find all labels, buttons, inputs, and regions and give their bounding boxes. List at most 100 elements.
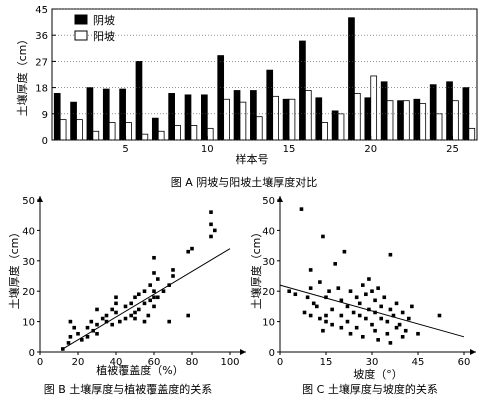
x-tick-label: 0 [277, 357, 283, 368]
bar-shade [168, 93, 175, 141]
bar-shade [184, 94, 192, 141]
scatter-point [85, 335, 90, 339]
x-axis-arrow [240, 349, 246, 355]
scatter-point [114, 295, 118, 300]
scatter-point [171, 268, 175, 272]
scatter-point [80, 338, 84, 342]
bar-sunny [321, 122, 328, 141]
y-tick-label: 10 [262, 318, 275, 329]
scatter-point [76, 331, 80, 336]
chart-a-yticks: 0 9 18 27 36 45 [35, 5, 477, 147]
scatter-point [376, 338, 380, 342]
scatter-point [148, 298, 152, 303]
bar-sunny [206, 127, 214, 141]
scatter-point [129, 301, 133, 306]
scatter-point [333, 262, 337, 266]
scatter-point [68, 335, 73, 339]
scatter-point [133, 316, 137, 321]
scatter-point [311, 301, 316, 306]
scatter-point [385, 319, 390, 324]
scatter-point [299, 207, 304, 211]
scatter-point [152, 271, 156, 275]
y-tick-label: 40 [22, 226, 35, 237]
x-tick-label: 45 [412, 357, 425, 368]
scatter-point [72, 325, 76, 330]
bar-sunny [370, 75, 378, 141]
scatter-point [324, 319, 328, 324]
scatter-point [318, 316, 322, 321]
scatter-point [324, 295, 328, 300]
legend-swatch-shade [74, 14, 88, 25]
scatter-point [129, 313, 133, 318]
scatter-point [330, 307, 334, 312]
chart-b-ylabel: 土壤厚度（cm） [7, 227, 21, 310]
scatter-point [61, 347, 65, 351]
scatter-point [68, 319, 73, 324]
scatter-point [403, 328, 408, 333]
scatter-point [95, 331, 99, 336]
bar-sunny [337, 113, 345, 141]
x-tick-label: 25 [446, 144, 459, 155]
scatter-point [186, 249, 190, 254]
y-tick-label: 40 [262, 226, 275, 237]
bar-shade [446, 81, 453, 141]
chart-b-caption: 图 B 土壤厚度与植被覆盖度的关系 [44, 382, 213, 396]
bar-shade [135, 61, 143, 141]
bar-sunny [157, 130, 165, 141]
x-tick-label: 15 [320, 357, 333, 368]
scatter-point [171, 274, 175, 278]
x-tick-label: 10 [201, 144, 214, 155]
scatter-point [361, 335, 365, 339]
scatter-point [388, 307, 393, 312]
bar-shade [200, 94, 208, 141]
scatter-point [351, 310, 356, 315]
bar-sunny [353, 93, 361, 141]
scatter-point [142, 301, 147, 306]
y-tick-label: 30 [262, 257, 275, 268]
bar-shade [299, 40, 306, 141]
x-tick-label: 20 [364, 144, 377, 155]
scatter-point [152, 295, 156, 300]
scatter-point [348, 331, 353, 336]
bar-sunny [288, 98, 296, 141]
scatter-point [152, 255, 156, 260]
scatter-point [293, 292, 298, 297]
scatter-point [308, 268, 313, 272]
bar-sunny [223, 98, 230, 141]
bar-sunny [174, 125, 181, 141]
bar-shade [217, 55, 225, 141]
bar-sunny [92, 130, 100, 141]
scatter-point [354, 325, 359, 330]
scatter-point [146, 313, 151, 318]
bar-shade [315, 97, 323, 141]
scatter-point [370, 322, 374, 327]
chart-a-ylabel: 土壤厚度（cm） [15, 34, 29, 117]
scatter-point [385, 331, 390, 336]
scatter-point [110, 307, 114, 312]
chart-c-xlabel: 坡度（°） [353, 367, 403, 381]
scatter-point [123, 304, 128, 309]
scatter-point [114, 301, 118, 306]
scatter-point [133, 295, 137, 300]
scatter-point [400, 335, 405, 339]
chart-c-ylabel: 土壤厚度（cm） [249, 227, 263, 310]
chart-b-marks [61, 210, 231, 351]
y-tick-label: 45 [35, 5, 48, 16]
scatter-point [382, 295, 387, 300]
scatter-point [348, 289, 353, 293]
x-tick-label: 15 [283, 144, 296, 155]
scatter-point [190, 246, 194, 251]
bar-sunny [141, 133, 149, 141]
bar-sunny [419, 103, 427, 141]
chart-c-axes: 0 15 30 45 60 0 10 20 30 40 50 [262, 196, 476, 368]
scatter-point [89, 319, 94, 324]
scatter-point [95, 307, 99, 312]
chart-b-scatter: 0 20 40 60 80 100 0 10 20 30 40 50 土壤厚度（cm） 植被覆盖度（%… [7, 196, 246, 396]
scatter-point [379, 304, 383, 309]
scatter-point [342, 249, 347, 254]
scatter-point [400, 310, 405, 315]
y-tick-label: 30 [22, 257, 35, 268]
scatter-point [305, 295, 310, 300]
